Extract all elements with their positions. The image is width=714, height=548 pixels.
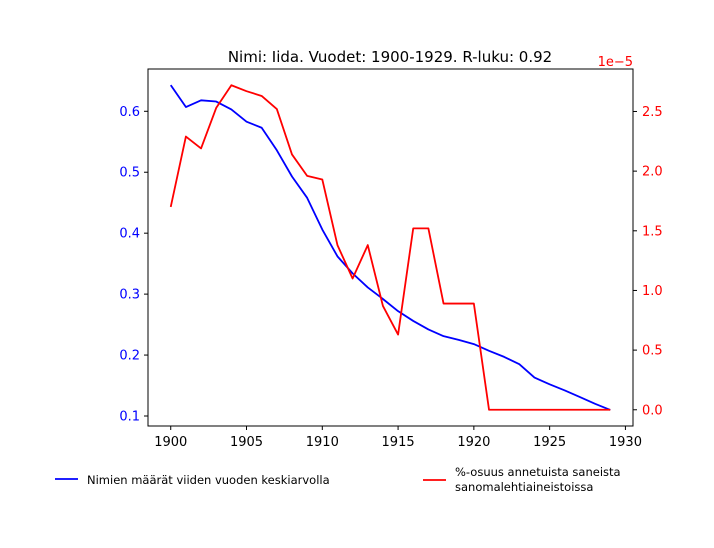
x-tick-label-1910: 1910	[306, 435, 339, 450]
legend-label-blue: Nimien määrät viiden vuoden keskiarvolla	[87, 473, 330, 487]
series-line-red	[169, 84, 611, 411]
left-y-tick-label-3: 0.4	[119, 227, 140, 242]
x-tick-label-1925: 1925	[533, 435, 566, 450]
x-tick-label-1920: 1920	[457, 435, 490, 450]
right-y-tick-label-1: 0.5	[642, 344, 663, 359]
series-line-blue	[169, 84, 611, 411]
plot-area: 1900 1905 1910 1915 1920 1925 1930 0.1 0.2 0.3 0.4…	[119, 68, 663, 450]
right-y-tick-label-2: 1.0	[642, 284, 663, 299]
chart-title: Nimi: Iida. Vuodet: 1900-1929. R-luku: 0…	[228, 48, 552, 66]
x-tick-label-1900: 1900	[154, 435, 187, 450]
left-y-tick-label-2: 0.3	[119, 288, 140, 303]
left-y-tick-label-5: 0.6	[119, 105, 140, 120]
legend-red: %-osuus annetuista saneista sanomalehtia…	[423, 465, 621, 494]
legend-blue: Nimien määrät viiden vuoden keskiarvolla	[55, 473, 330, 487]
right-y-tick-label-0: 0.0	[642, 403, 663, 418]
x-tick-label-1905: 1905	[230, 435, 263, 450]
x-tick-label-1930: 1930	[609, 435, 642, 450]
right-axis-offset-label: 1e−5	[598, 55, 633, 70]
right-y-tick-label-4: 2.0	[642, 165, 663, 180]
right-y-tick-label-5: 2.5	[642, 105, 663, 120]
left-y-tick-label-0: 0.1	[119, 410, 140, 425]
right-y-tick-label-3: 1.5	[642, 224, 663, 239]
x-tick-label-1915: 1915	[382, 435, 415, 450]
legend-label-red-line2: sanomalehtiaineistoissa	[455, 480, 593, 494]
left-y-tick-label-4: 0.5	[119, 166, 140, 181]
plot-frame	[147, 68, 634, 427]
legend-label-red-line1: %-osuus annetuista saneista	[455, 465, 621, 479]
left-y-tick-label-1: 0.2	[119, 349, 140, 364]
